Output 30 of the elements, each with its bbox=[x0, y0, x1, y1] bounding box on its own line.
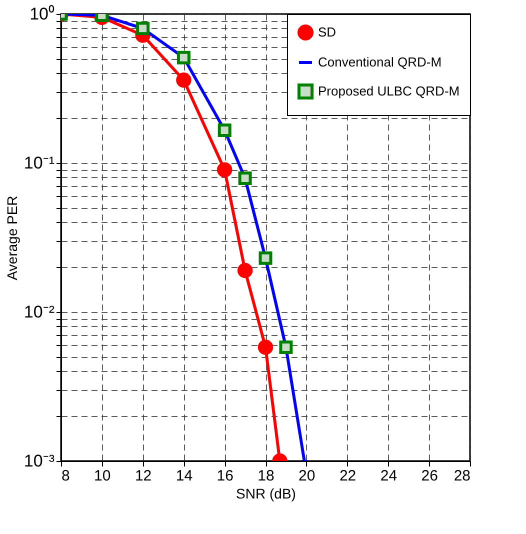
x-tick-label: 18 bbox=[258, 468, 274, 484]
x-axis-title: SNR (dB) bbox=[236, 486, 296, 502]
y-axis-title: Average PER bbox=[4, 196, 20, 280]
legend-label: Proposed ULBC QRD-M bbox=[318, 84, 460, 98]
point bbox=[176, 50, 190, 64]
x-tick-label: 20 bbox=[298, 468, 316, 484]
x-tick-label: 8 bbox=[62, 468, 70, 484]
y-tick-label: 10⁻² bbox=[24, 302, 55, 322]
x-tick-label: 12 bbox=[134, 468, 152, 484]
point bbox=[176, 72, 192, 88]
x-tick-label: 10 bbox=[94, 468, 111, 484]
point bbox=[279, 340, 293, 354]
y-tick-label: 10⁻³ bbox=[24, 452, 55, 470]
point bbox=[258, 251, 272, 265]
x-tick-label: 24 bbox=[380, 468, 398, 484]
legend-label: Conventional QRD-M bbox=[318, 54, 442, 70]
point bbox=[216, 162, 232, 178]
point bbox=[258, 340, 274, 355]
point bbox=[238, 172, 252, 185]
x-tick-label: 28 bbox=[454, 468, 470, 484]
point bbox=[136, 22, 150, 36]
point bbox=[237, 262, 253, 278]
point bbox=[218, 123, 232, 137]
x-tick-label: 16 bbox=[216, 468, 234, 484]
legend-label: SD bbox=[318, 24, 336, 40]
y-tick-label: 10⁻¹ bbox=[24, 154, 55, 172]
x-tick-label: 26 bbox=[421, 468, 438, 484]
x-tick-label: 14 bbox=[176, 468, 193, 484]
y-tick-label: 10⁰ bbox=[30, 4, 54, 24]
x-tick-label: 22 bbox=[339, 468, 356, 484]
